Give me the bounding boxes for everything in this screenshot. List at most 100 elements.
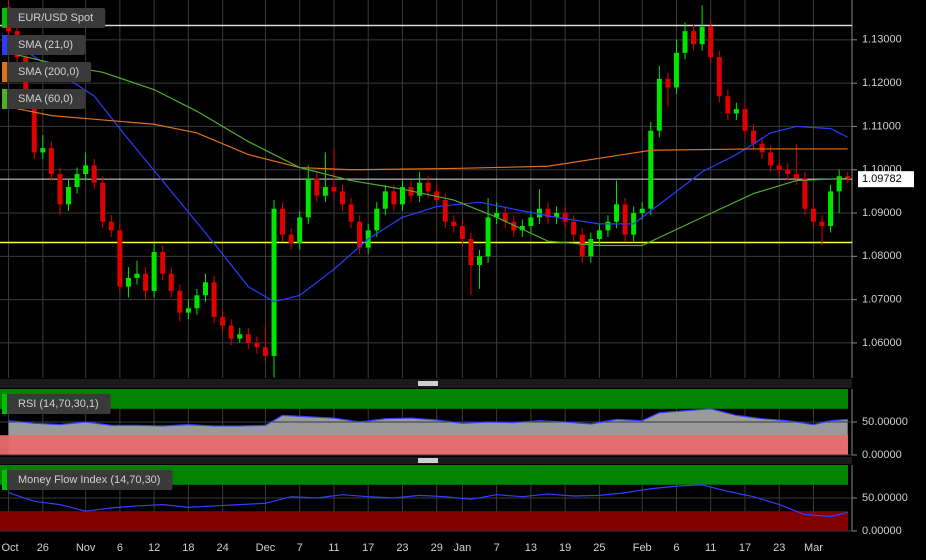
candle-body	[605, 221, 611, 231]
candle-body	[545, 208, 551, 218]
candle-body	[220, 316, 226, 326]
legend-box	[2, 8, 106, 28]
candle-body	[57, 174, 63, 205]
candle-body	[151, 252, 157, 291]
candle-body	[288, 234, 294, 244]
legend-item: SMA (21,0)	[2, 35, 86, 55]
x-tick-label: 6	[673, 542, 679, 554]
candle-body	[502, 213, 508, 222]
legend-swatch	[2, 62, 7, 82]
candle-body	[459, 226, 465, 240]
resize-grip[interactable]	[418, 458, 438, 463]
candle-body	[725, 96, 731, 114]
candle-body	[699, 26, 705, 45]
candle-body	[100, 182, 106, 222]
last-price-box	[858, 171, 914, 188]
candle-body	[477, 256, 483, 265]
candle-body	[511, 221, 517, 231]
legend-label: EUR/USD Spot	[18, 12, 93, 24]
candle-body	[425, 182, 431, 192]
y-tick-label: 50.00000	[862, 492, 908, 504]
candle-body	[622, 204, 628, 235]
candle-body	[648, 130, 654, 209]
x-tick-label: Dec	[256, 542, 276, 554]
candle-body	[322, 187, 328, 196]
threshold-band	[0, 511, 848, 531]
candle-body	[665, 78, 671, 88]
x-tick-label: 19	[559, 542, 571, 554]
x-tick-label: Feb	[633, 542, 652, 554]
legend-item: SMA (60,0)	[2, 89, 86, 109]
legend-swatch	[2, 8, 7, 28]
legend-item: EUR/USD Spot	[2, 8, 106, 28]
candle-body	[228, 325, 234, 339]
x-tick-label: 24	[217, 542, 229, 554]
candle-body	[271, 208, 277, 356]
x-tick-label: Mar	[804, 542, 823, 554]
y-tick-label: 1.11000	[862, 120, 901, 132]
candle-body	[519, 226, 525, 231]
y-tick-label: 0.00000	[862, 449, 902, 461]
candle-body	[828, 191, 834, 227]
x-tick-label: 25	[593, 542, 605, 554]
candle-body	[168, 273, 174, 291]
candle-body	[836, 176, 842, 192]
candle-body	[40, 148, 46, 153]
candle-body	[742, 109, 748, 131]
indicator-line	[8, 408, 848, 427]
legend-box	[2, 470, 173, 490]
legend-item: RSI (14,70,30,1)	[2, 394, 111, 414]
candle-body	[571, 221, 577, 235]
candle-body	[810, 208, 816, 222]
candle-body	[554, 213, 560, 218]
candle-body	[125, 277, 131, 287]
legend-label: SMA (21,0)	[18, 39, 73, 51]
threshold-band	[0, 389, 848, 409]
legend-label: SMA (60,0)	[18, 93, 73, 105]
legend-label: RSI (14,70,30,1)	[18, 398, 99, 410]
candle-body	[211, 282, 217, 317]
candle-body	[759, 143, 765, 153]
legend-item: Money Flow Index (14,70,30)	[2, 470, 173, 490]
x-tick-label: 26	[37, 542, 49, 554]
candle-body	[776, 165, 782, 170]
resize-grip[interactable]	[418, 381, 438, 386]
sma-line	[8, 52, 848, 247]
candle-body	[691, 31, 697, 45]
candle-body	[305, 178, 311, 218]
sma-line	[8, 39, 848, 303]
candle-body	[673, 52, 679, 88]
y-tick-label: 1.08000	[862, 250, 902, 262]
candle-body	[237, 334, 243, 339]
last-price-label: 1.09782	[862, 173, 902, 185]
candle-body	[656, 78, 662, 131]
candle-body	[733, 109, 739, 114]
x-tick-label: 23	[396, 542, 408, 554]
candle-body	[494, 213, 500, 218]
candle-body	[845, 176, 851, 180]
legend-label: SMA (200,0)	[18, 66, 79, 78]
candle-body	[451, 221, 457, 227]
candle-body	[468, 239, 474, 265]
candle-body	[596, 230, 602, 240]
candle-body	[117, 230, 123, 287]
x-tick-label: 18	[182, 542, 194, 554]
candle-body	[374, 208, 380, 231]
legend-label: Money Flow Index (14,70,30)	[18, 474, 160, 486]
candle-body	[262, 347, 268, 356]
candle-body	[160, 252, 166, 274]
y-tick-label: 1.07000	[862, 294, 902, 306]
candle-body	[391, 191, 397, 205]
legend-box	[2, 394, 111, 414]
candle-body	[177, 290, 183, 313]
candle-body	[48, 148, 54, 175]
indicator-line	[8, 484, 848, 518]
threshold-band	[0, 465, 848, 485]
y-tick-label: 1.13000	[862, 34, 902, 46]
candle-body	[314, 178, 320, 196]
candle-body	[442, 200, 448, 222]
candle-body	[245, 334, 251, 343]
legend-swatch	[2, 394, 7, 414]
candle-body	[203, 282, 209, 296]
candle-body	[357, 221, 363, 248]
